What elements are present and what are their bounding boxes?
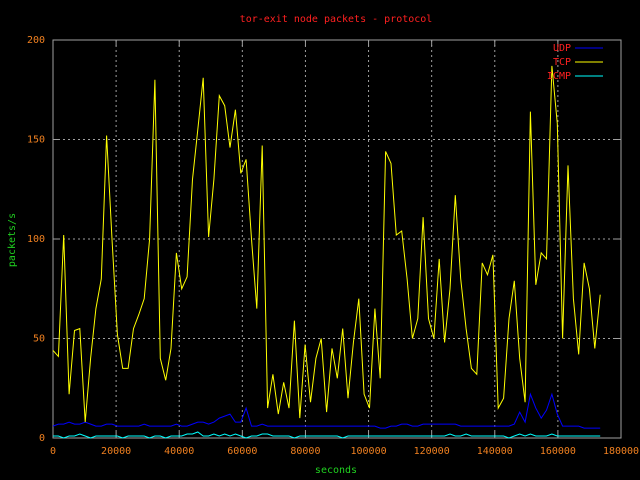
y-tick-label: 50 <box>33 334 45 345</box>
x-tick-label: 180000 <box>603 446 639 457</box>
series-line <box>53 431 601 439</box>
x-tick-label: 80000 <box>290 446 320 457</box>
x-tick-label: 140000 <box>477 446 513 457</box>
y-tick-label: 150 <box>27 135 45 146</box>
chart-title: tor-exit node packets - protocol <box>240 14 433 25</box>
y-axis-label: packets/s <box>7 213 18 267</box>
legend-label: ICMP <box>547 71 571 82</box>
x-tick-label: 0 <box>50 446 56 457</box>
x-axis-label: seconds <box>315 465 357 476</box>
x-tick-label: 120000 <box>414 446 450 457</box>
x-tick-label: 20000 <box>101 446 131 457</box>
legend-label: UDP <box>553 43 571 54</box>
y-tick-label: 200 <box>27 35 45 46</box>
x-tick-label: 160000 <box>540 446 576 457</box>
y-tick-label: 100 <box>27 234 45 245</box>
series-line <box>52 392 601 429</box>
y-tick-label: 0 <box>39 433 45 444</box>
x-tick-label: 100000 <box>350 446 386 457</box>
x-tick-label: 40000 <box>164 446 194 457</box>
legend-label: TCP <box>553 57 571 68</box>
series-line <box>52 65 601 423</box>
x-tick-label: 60000 <box>227 446 257 457</box>
plot-border <box>52 39 622 439</box>
